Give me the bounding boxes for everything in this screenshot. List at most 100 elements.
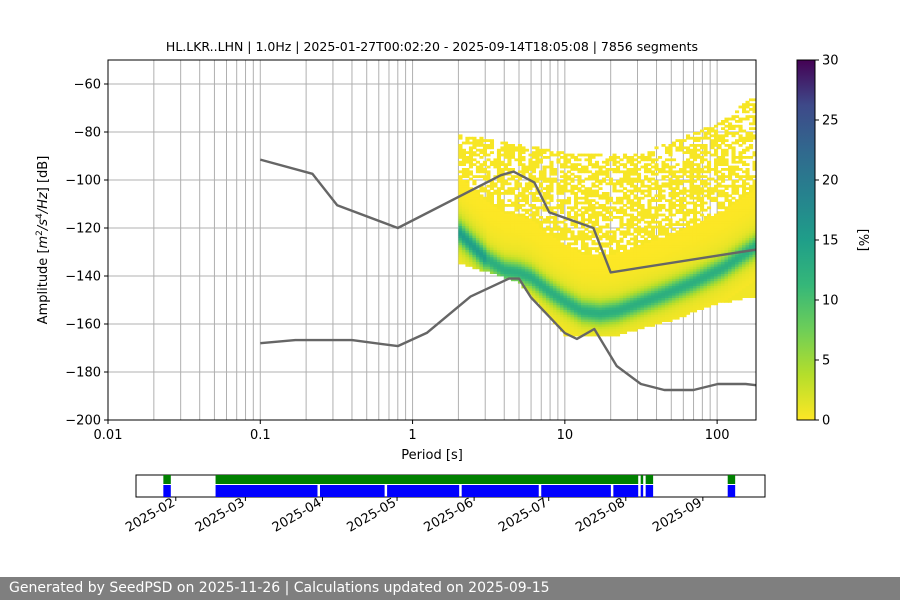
heatmap-cell — [619, 158, 624, 162]
heatmap-cell — [570, 278, 575, 282]
heatmap-cell — [594, 283, 600, 286]
heatmap-cell — [472, 240, 477, 243]
heatmap-cell — [559, 314, 565, 318]
heatmap-cell — [619, 240, 624, 243]
heatmap-cell — [657, 278, 663, 282]
heatmap-cell — [591, 290, 596, 294]
heatmap-cell — [619, 266, 624, 270]
heatmap-cell — [549, 273, 554, 277]
heatmap-cell — [542, 244, 547, 248]
heatmap-cell — [531, 237, 537, 241]
heatmap-cell — [461, 160, 467, 164]
heatmap-cell — [573, 216, 579, 219]
colorbar-label: [%] — [855, 229, 870, 252]
heatmap-cell — [699, 278, 705, 282]
heatmap-cell — [552, 172, 558, 176]
heatmap-cell — [587, 163, 593, 166]
heatmap-cell — [552, 216, 558, 219]
heatmap-cell — [479, 168, 484, 171]
heatmap-cell — [482, 230, 488, 234]
heatmap-cell — [699, 244, 705, 248]
heatmap-cell — [510, 252, 516, 255]
heatmap-cell — [549, 312, 554, 315]
heatmap-cell — [517, 242, 523, 246]
heatmap-cell — [458, 228, 463, 231]
heatmap-cell — [465, 182, 470, 186]
heatmap-cell — [605, 283, 610, 286]
heatmap-cell — [671, 256, 677, 260]
heatmap-cell — [472, 264, 477, 267]
heatmap-cell — [591, 319, 596, 322]
heatmap-cell — [524, 273, 530, 277]
heatmap-cell — [503, 254, 509, 258]
heatmap-cell — [517, 163, 523, 166]
heatmap-cell — [573, 297, 579, 301]
heatmap-cell — [745, 247, 750, 250]
heatmap-cell — [556, 206, 561, 210]
heatmap-cell — [514, 187, 519, 190]
heatmap-cell — [678, 268, 684, 272]
heatmap-cell — [675, 259, 680, 262]
heatmap-cell — [727, 283, 733, 286]
heatmap-cell — [741, 170, 747, 174]
heatmap-cell — [496, 271, 502, 274]
heatmap-cell — [724, 213, 729, 217]
heatmap-cell — [577, 163, 582, 166]
heatmap-cell — [573, 187, 579, 190]
heatmap-cell — [654, 292, 659, 296]
heatmap-cell — [643, 194, 649, 198]
heatmap-cell — [559, 206, 565, 210]
heatmap-cell — [685, 278, 691, 282]
heatmap-cell — [521, 170, 526, 174]
heatmap-cell — [615, 168, 621, 171]
heatmap-cell — [503, 230, 509, 234]
heatmap-cell — [468, 244, 474, 248]
heatmap-cell — [689, 268, 694, 272]
heatmap-cell — [650, 295, 656, 298]
heatmap-cell — [580, 273, 586, 277]
heatmap-cell — [458, 225, 463, 229]
heatmap-cell — [650, 177, 656, 181]
heatmap-cell — [720, 148, 726, 152]
heatmap-cell — [619, 307, 624, 310]
heatmap-cell — [657, 170, 663, 174]
heatmap-cell — [671, 240, 677, 243]
heatmap-cell — [699, 180, 705, 183]
heatmap-cell — [748, 285, 754, 289]
heatmap-cell — [748, 206, 754, 210]
heatmap-cell — [654, 259, 659, 262]
heatmap-cell — [594, 180, 600, 183]
heatmap-cell — [622, 321, 628, 325]
heatmap-cell — [636, 326, 642, 330]
heatmap-cell — [622, 319, 628, 322]
heatmap-cell — [538, 292, 544, 296]
heatmap-cell — [633, 237, 638, 241]
heatmap-cell — [458, 237, 463, 241]
heatmap-cell — [724, 247, 729, 250]
heatmap-cell — [633, 309, 638, 313]
heatmap-cell — [650, 160, 656, 164]
heatmap-cell — [734, 240, 740, 243]
heatmap-cell — [748, 127, 754, 130]
heatmap-cell — [671, 187, 677, 190]
heatmap-cell — [591, 213, 596, 217]
heatmap-cell — [552, 235, 558, 238]
heatmap-cell — [692, 192, 698, 195]
heatmap-cell — [752, 204, 756, 207]
heatmap-cell — [692, 273, 698, 277]
heatmap-cell — [514, 261, 519, 265]
heatmap-cell — [661, 252, 666, 255]
heatmap-cell — [531, 254, 537, 258]
heatmap-cell — [559, 247, 565, 250]
heatmap-cell — [657, 271, 663, 274]
heatmap-cell — [752, 252, 756, 255]
heatmap-cell — [577, 208, 582, 212]
heatmap-cell — [517, 271, 523, 274]
heatmap-cell — [640, 184, 645, 188]
heatmap-cell — [552, 276, 558, 279]
heatmap-cell — [668, 312, 673, 315]
chart-title: HL.LKR..LHN | 1.0Hz | 2025-01-27T00:02:2… — [166, 39, 698, 54]
heatmap-cell — [465, 252, 470, 255]
heatmap-cell — [573, 266, 579, 270]
heatmap-cell — [622, 235, 628, 238]
